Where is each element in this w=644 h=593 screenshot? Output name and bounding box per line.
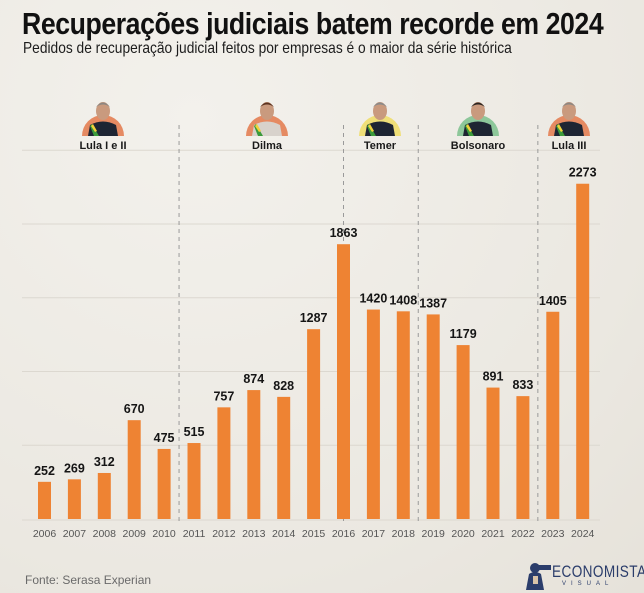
bar-2011: [187, 443, 201, 519]
value-label-2016: 1863: [330, 226, 358, 240]
bar-2021: [486, 387, 500, 519]
period-dilma: Dilma: [246, 102, 288, 152]
year-label-2016: 2016: [332, 528, 356, 540]
year-label-2008: 2008: [93, 528, 117, 540]
bar-2018: [396, 311, 410, 519]
president-label: Temer: [364, 140, 397, 152]
source-note: Fonte: Serasa Experian: [25, 573, 152, 587]
value-label-2009: 670: [124, 402, 145, 416]
year-label-2023: 2023: [541, 528, 565, 540]
bar-2015: [307, 329, 321, 519]
year-label-2024: 2024: [571, 528, 595, 540]
value-label-2022: 833: [512, 378, 533, 392]
president-label: Lula I e II: [79, 140, 126, 152]
year-label-2015: 2015: [302, 528, 326, 540]
bar-2019: [426, 314, 440, 519]
value-label-2013: 874: [243, 372, 264, 386]
year-label-2013: 2013: [242, 528, 266, 540]
period-lula-iii: Lula III: [548, 102, 590, 152]
value-label-2015: 1287: [300, 311, 328, 325]
value-label-2008: 312: [94, 455, 115, 469]
bar-2010: [157, 448, 171, 519]
year-label-2021: 2021: [481, 528, 505, 540]
period-separators: [178, 125, 539, 521]
period-bolsonaro: Bolsonaro: [451, 102, 506, 152]
year-label-2020: 2020: [451, 528, 475, 540]
lula-portrait-icon: [88, 102, 118, 136]
year-label-2017: 2017: [362, 528, 386, 540]
year-label-2010: 2010: [152, 528, 176, 540]
president-label: Dilma: [252, 140, 283, 152]
bolsonaro-portrait-icon: [463, 102, 493, 136]
value-label-2018: 1408: [389, 293, 417, 307]
value-label-2020: 1179: [450, 327, 477, 341]
value-label-2019: 1387: [419, 296, 447, 310]
period-lula-i-e-ii: Lula I e II: [79, 102, 127, 152]
value-label-2021: 891: [483, 370, 504, 384]
chart-title: Recuperações judiciais batem recorde em …: [22, 6, 604, 41]
period-temer: Temer: [359, 102, 401, 152]
spyglass-figure-icon: [526, 563, 551, 590]
year-label-2022: 2022: [511, 528, 535, 540]
president-periods: Lula I e II Dilma Temer Bolsonaro Lula III: [79, 102, 590, 152]
value-label-2017: 1420: [359, 292, 387, 306]
logo-text: ECONOMISTA: [552, 562, 644, 581]
value-label-2023: 1405: [539, 294, 567, 308]
dilma-portrait-icon: [252, 102, 282, 136]
value-label-2010: 475: [154, 431, 175, 445]
value-label-2012: 757: [213, 389, 234, 403]
bar-2009: [127, 420, 141, 519]
year-label-2019: 2019: [422, 528, 446, 540]
bar-2022: [516, 396, 530, 519]
logo-subtext: VISUAL: [562, 581, 614, 587]
bar-2007: [67, 479, 81, 519]
year-label-2018: 2018: [392, 528, 416, 540]
bar-2017: [366, 309, 380, 519]
value-label-2011: 515: [184, 425, 205, 439]
bar-2006: [38, 481, 51, 519]
bar-2023: [546, 311, 560, 519]
bar-2012: [217, 407, 231, 519]
value-label-2007: 269: [64, 461, 85, 475]
x-axis-labels: 2006 2007 2008 2009 2010 2011 2012 2013 2014 2015…: [33, 528, 595, 540]
lula-iii-portrait-icon: [554, 102, 584, 136]
bar-2014: [277, 396, 291, 519]
value-label-2024: 2273: [569, 166, 597, 180]
year-label-2012: 2012: [212, 528, 236, 540]
value-label-2006: 252: [34, 464, 55, 478]
bar-2008: [97, 472, 111, 519]
year-label-2007: 2007: [63, 528, 87, 540]
president-label: Lula III: [552, 140, 587, 152]
economista-visual-logo: ECONOMISTA VISUAL: [524, 560, 644, 590]
year-label-2006: 2006: [33, 528, 57, 540]
president-label: Bolsonaro: [451, 140, 506, 152]
bar-2020: [456, 345, 470, 519]
bar-2016: [337, 244, 350, 519]
year-label-2009: 2009: [123, 528, 147, 540]
bar-2024: [576, 183, 590, 520]
value-label-2014: 828: [273, 379, 294, 393]
bars: [38, 183, 590, 520]
year-label-2011: 2011: [183, 528, 206, 540]
temer-portrait-icon: [365, 102, 395, 136]
bar-2013: [247, 390, 261, 519]
year-label-2014: 2014: [272, 528, 296, 540]
chart-subtitle: Pedidos de recuperação judicial feitos p…: [23, 40, 512, 57]
